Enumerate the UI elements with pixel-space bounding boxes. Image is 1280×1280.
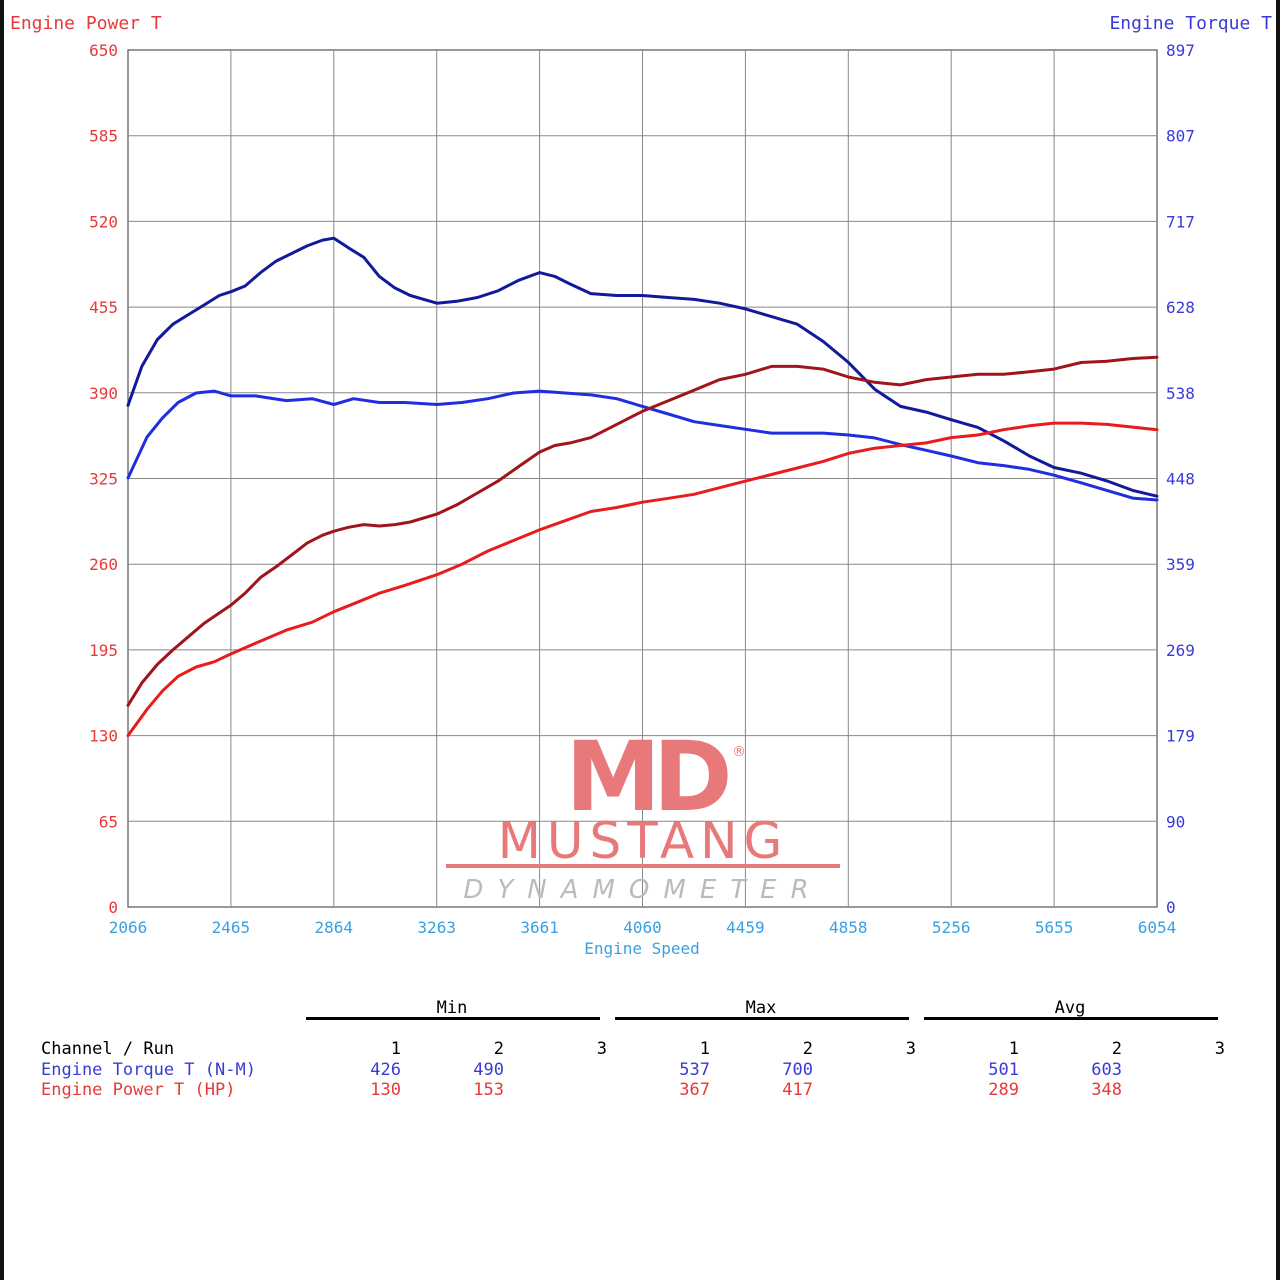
x-tick-label: 2465 [212,918,251,937]
summary-value-avg: 501 [988,1060,1019,1080]
y-right-tick-label: 717 [1166,212,1195,231]
logo-registered-mark: ® [732,744,746,760]
y-right-tick-label: 0 [1166,898,1176,917]
x-tick-label: 3661 [520,918,559,937]
summary-value-max: 537 [679,1060,710,1080]
y-right-tick-label: 359 [1166,555,1195,574]
summary-run-label: 3 [596,1039,607,1059]
y-left-tick-label: 65 [99,812,118,831]
y-right-tick-label: 897 [1166,41,1195,60]
summary-group-underline [306,1017,600,1020]
y-left-tick-label: 195 [89,641,118,660]
summary-value-max: 367 [679,1080,710,1100]
summary-value-min: 153 [473,1080,504,1100]
summary-run-label: 2 [1111,1039,1122,1059]
summary-row-label: Engine Power T (HP) [41,1080,236,1100]
y-left-tick-label: 520 [89,212,118,231]
x-tick-label: 4060 [623,918,662,937]
summary-row-label: Engine Torque T (N-M) [41,1060,256,1080]
series [126,236,1159,738]
summary-value-min: 490 [473,1060,504,1080]
y-left-tick-label: 390 [89,384,118,403]
summary-channel-header: Channel / Run [41,1039,175,1059]
power-run-1-line [126,421,1159,738]
summary-value-min: 426 [370,1060,401,1080]
y-right-tick-label: 807 [1166,127,1195,146]
y-left-tick-label: 260 [89,555,118,574]
torque-run-1-line [126,389,1159,502]
summary-value-avg: 289 [988,1080,1019,1100]
summary-run-label: 1 [699,1039,710,1059]
summary-run-label: 3 [905,1039,916,1059]
logo-name: MUSTANG [498,812,789,870]
grid [127,49,1158,908]
x-tick-label: 5256 [932,918,971,937]
summary-run-label: 1 [390,1039,401,1059]
x-tick-label: 3263 [417,918,456,937]
mustang-dynamometer-logo: MD ® MUSTANG DYNAMOMETER [446,721,840,905]
logo-mark: MD [565,721,728,833]
power-run-2-line [126,355,1159,707]
summary-table: Min Max Avg Channel / Run 1 2 3 1 2 3 1 2 3 Engine To… [0,995,1280,1125]
x-tick-label: 2066 [109,918,148,937]
x-tick-label: 2864 [315,918,354,937]
summary-group-header-min: Min [436,998,468,1018]
x-tick-label: 5655 [1035,918,1074,937]
y-left-tick-label: 130 [89,727,118,746]
x-tick-label: 6054 [1138,918,1177,937]
right-axis-title: Engine Torque T [1109,13,1272,34]
summary-run-label: 1 [1008,1039,1019,1059]
y-left-tick-label: 325 [89,470,118,489]
summary-group-header-avg: Avg [1054,998,1086,1018]
x-axis-label: Engine Speed [584,939,700,958]
summary-value-max: 417 [782,1080,813,1100]
logo-subtitle: DYNAMOMETER [463,875,822,905]
summary-run-label: 2 [802,1039,813,1059]
y-right-tick-label: 269 [1166,641,1195,660]
summary-run-label: 3 [1214,1039,1225,1059]
summary-value-avg: 348 [1091,1080,1122,1100]
y-right-tick-label: 628 [1166,298,1195,317]
y-left-tick-label: 650 [89,41,118,60]
left-axis-title: Engine Power T [10,13,162,34]
x-tick-label: 4858 [829,918,868,937]
summary-value-avg: 603 [1091,1060,1122,1080]
dyno-chart: MD ® MUSTANG DYNAMOMETER 650585520455390… [89,41,1195,958]
summary-value-max: 700 [782,1060,813,1080]
axes: 6505855204553903252601951306508978077176… [89,41,1195,937]
y-left-tick-label: 585 [89,127,118,146]
summary-group-underline [924,1017,1218,1020]
y-right-tick-label: 179 [1166,727,1195,746]
y-right-tick-label: 448 [1166,470,1195,489]
y-left-tick-label: 0 [108,898,118,917]
summary-value-min: 130 [370,1080,401,1100]
summary-run-label: 2 [493,1039,504,1059]
logo-divider [446,864,840,868]
x-tick-label: 4459 [726,918,765,937]
summary-group-underline [615,1017,909,1020]
y-left-tick-label: 455 [89,298,118,317]
y-right-tick-label: 90 [1166,812,1185,831]
left-frame-border [0,0,4,1280]
right-frame-border [1276,0,1280,1280]
summary-group-header-max: Max [745,998,777,1018]
y-right-tick-label: 538 [1166,384,1195,403]
torque-run-2-line [126,236,1159,498]
